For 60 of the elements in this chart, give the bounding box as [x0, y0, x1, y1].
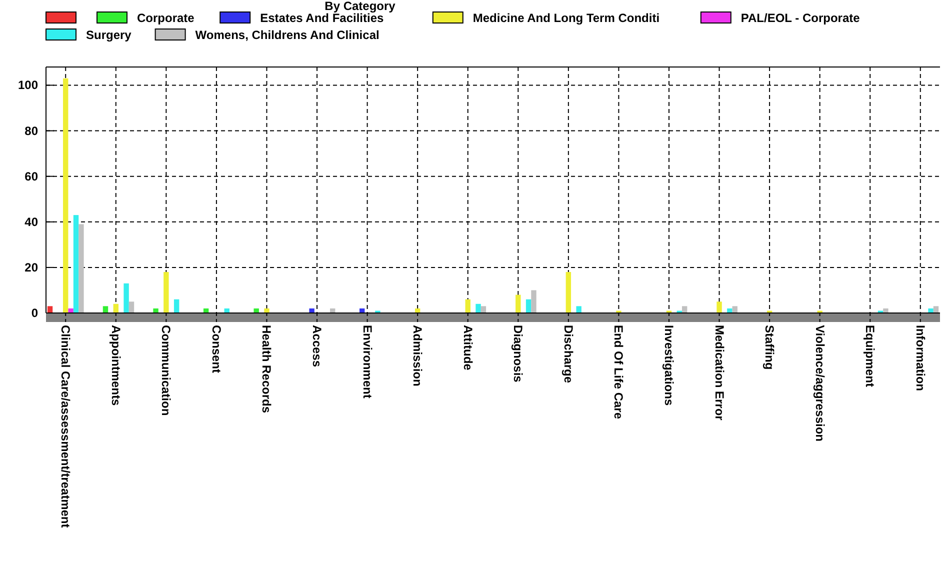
- bar: [566, 272, 572, 313]
- x-tick-label: Attitude: [460, 325, 475, 371]
- y-tick-label: 20: [24, 260, 38, 274]
- legend-label: Medicine And Long Term Conditi: [472, 11, 660, 25]
- bar: [682, 306, 688, 313]
- bar: [480, 306, 486, 313]
- x-tick-label: Information: [913, 325, 928, 391]
- y-tick-label: 0: [31, 306, 38, 320]
- bar: [164, 272, 169, 313]
- bar: [124, 283, 129, 313]
- y-tick-label: 80: [24, 124, 38, 138]
- bar: [78, 224, 84, 313]
- x-tick-label: Health Records: [260, 325, 274, 414]
- bar: [531, 290, 536, 313]
- bar: [254, 308, 259, 313]
- legend-label: Corporate: [137, 11, 195, 25]
- bar: [727, 308, 732, 313]
- bar: [576, 306, 582, 313]
- chart-title: By Category: [324, 0, 396, 13]
- x-tick-label: Equipment: [863, 325, 878, 387]
- y-tick-label: 40: [24, 214, 38, 229]
- bar: [883, 308, 888, 313]
- y-tick-label: 60: [24, 169, 38, 184]
- x-tick-label: Admission: [410, 325, 425, 386]
- x-tick-label: Environment: [360, 325, 374, 398]
- bar: [716, 302, 722, 313]
- x-tick-label: Access: [310, 325, 324, 368]
- bar: [174, 299, 180, 313]
- bar: [264, 308, 270, 313]
- x-tick-label: Discharge: [561, 325, 576, 384]
- x-tick-label: Violence/aggression: [812, 325, 827, 442]
- bar: [63, 78, 68, 313]
- bar: [928, 308, 934, 313]
- bar: [68, 308, 74, 313]
- x-tick-label: Appointments: [108, 325, 123, 406]
- bar: [309, 308, 314, 313]
- x-tick-label: Clinical Care/assessment/treatment: [58, 325, 73, 528]
- bar: [102, 306, 108, 313]
- legend-label: Surgery: [86, 28, 132, 42]
- bar: [476, 304, 481, 313]
- bar: [128, 302, 134, 313]
- x-tick-label: Consent: [209, 325, 224, 374]
- x-tick-label: Investigations: [662, 325, 676, 406]
- legend-label: Womens, Childrens And Clinical: [195, 28, 380, 42]
- x-tick-label: Communication: [159, 325, 174, 416]
- bar: [465, 299, 470, 313]
- bar: [933, 306, 939, 313]
- legend-label: PAL/EOL - Corporate: [740, 11, 860, 25]
- bar: [153, 308, 158, 313]
- bar: [526, 299, 532, 313]
- x-tick-label: End Of Life Care: [612, 325, 626, 420]
- bar: [732, 306, 738, 313]
- y-tick-label: 100: [18, 78, 38, 92]
- bar: [516, 294, 521, 313]
- bar: [47, 306, 53, 313]
- bar: [73, 215, 79, 313]
- x-tick-label: Diagnosis: [511, 325, 526, 383]
- legend-label: Estates And Facilities: [260, 11, 384, 25]
- x-tick-label: Medication Error: [712, 325, 726, 421]
- x-tick-label: Staffing: [762, 325, 777, 370]
